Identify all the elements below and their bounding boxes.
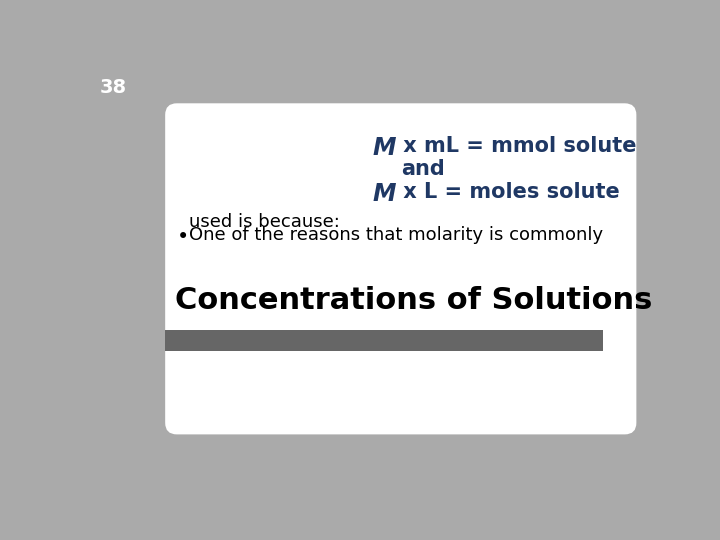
FancyBboxPatch shape: [165, 103, 636, 434]
Text: 38: 38: [99, 78, 127, 97]
Text: One of the reasons that molarity is commonly: One of the reasons that molarity is comm…: [189, 226, 603, 245]
Text: •: •: [177, 226, 189, 246]
Text: M: M: [373, 136, 396, 160]
Text: M: M: [373, 182, 396, 206]
Text: x mL = mmol solute: x mL = mmol solute: [396, 136, 636, 156]
Text: Concentrations of Solutions: Concentrations of Solutions: [175, 286, 652, 315]
Text: and: and: [401, 159, 445, 179]
Text: used is because:: used is because:: [189, 213, 340, 231]
Text: x L = moles solute: x L = moles solute: [396, 182, 620, 202]
Bar: [165, 330, 603, 351]
